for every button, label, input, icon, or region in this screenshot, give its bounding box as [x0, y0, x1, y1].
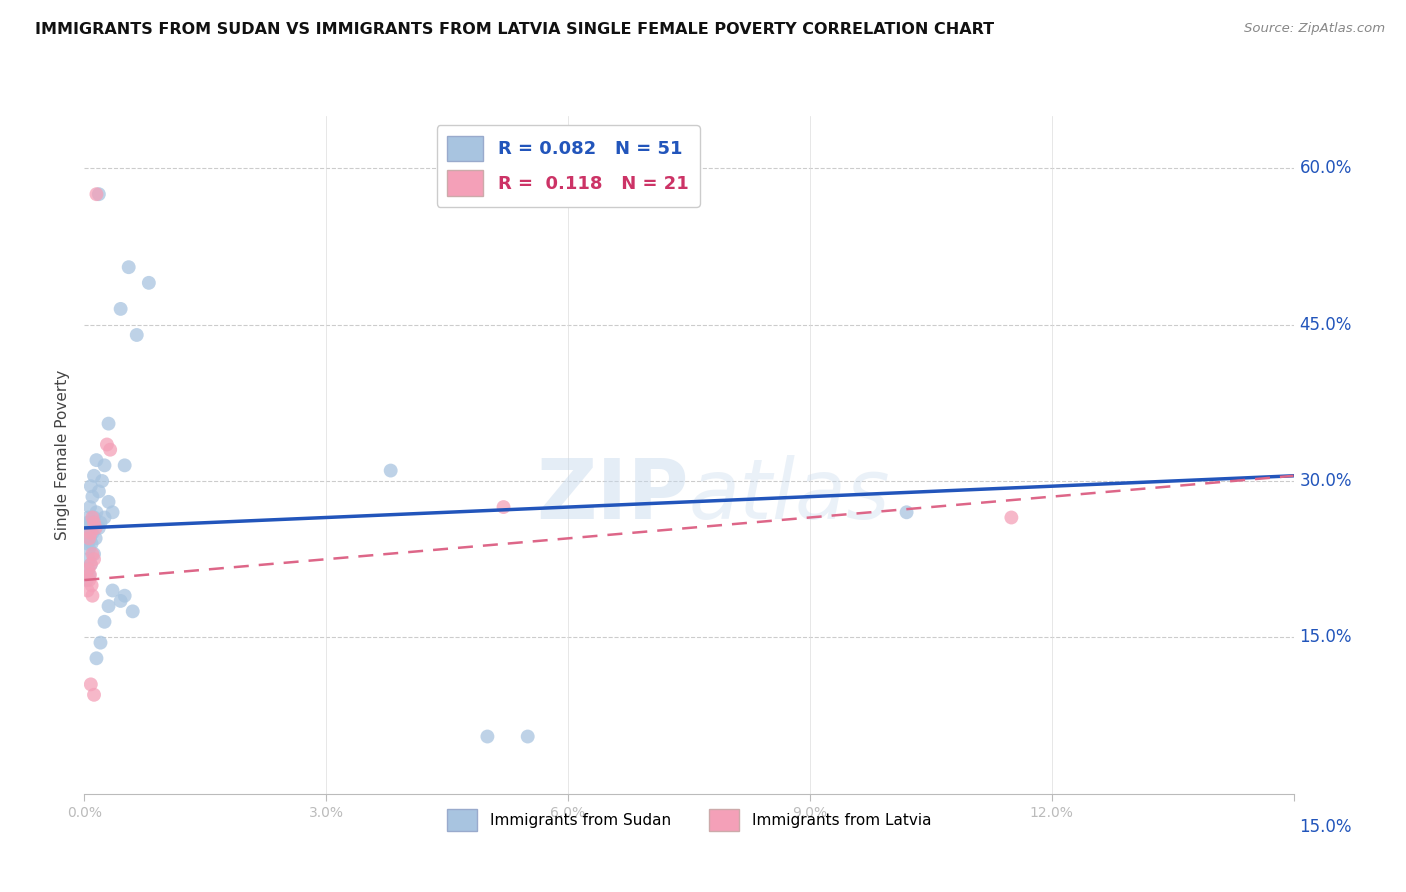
Point [76, 516, 98, 530]
Point [516, 730, 538, 744]
Point [76, 583, 98, 598]
Point [1000, 510, 1022, 524]
Point [82, 490, 104, 504]
Point [110, 301, 132, 316]
Point [83, 510, 105, 524]
Point [477, 730, 499, 744]
Point [82, 547, 104, 561]
Point [86, 187, 108, 202]
Point [93, 510, 115, 524]
Point [93, 458, 115, 473]
Point [76, 526, 98, 541]
Point [86, 651, 108, 665]
Text: 60.0%: 60.0% [1299, 159, 1353, 178]
Point [87, 521, 110, 535]
Point [83, 516, 105, 530]
Point [79, 567, 101, 582]
Text: 30.0%: 30.0% [1299, 472, 1353, 490]
Point [97, 417, 120, 431]
Point [110, 594, 132, 608]
Point [84, 532, 107, 546]
Point [77, 567, 100, 582]
Point [86, 505, 108, 519]
Point [87, 484, 110, 499]
Point [380, 464, 402, 478]
Point [138, 276, 160, 290]
Point [76, 563, 98, 577]
Point [121, 604, 143, 618]
Point [86, 453, 108, 467]
Point [77, 563, 100, 577]
Point [80, 526, 103, 541]
Text: 15.0%: 15.0% [1299, 629, 1353, 647]
Text: ZIP: ZIP [537, 455, 689, 536]
Point [118, 260, 141, 275]
Point [87, 187, 110, 202]
Point [77, 573, 100, 587]
Point [97, 495, 120, 509]
Y-axis label: Single Female Poverty: Single Female Poverty [55, 370, 70, 540]
Point [76, 573, 98, 587]
Point [114, 458, 136, 473]
Point [80, 516, 103, 530]
Point [91, 474, 114, 488]
Point [79, 532, 101, 546]
Point [89, 516, 111, 530]
Point [79, 500, 101, 514]
Point [77, 541, 100, 556]
Legend: Immigrants from Sudan, Immigrants from Latvia: Immigrants from Sudan, Immigrants from L… [440, 803, 938, 837]
Point [80, 677, 103, 691]
Point [77, 552, 100, 566]
Point [96, 437, 118, 451]
Point [93, 615, 115, 629]
Point [97, 599, 120, 614]
Text: Source: ZipAtlas.com: Source: ZipAtlas.com [1244, 22, 1385, 36]
Point [80, 558, 103, 572]
Point [77, 521, 100, 535]
Point [77, 532, 100, 546]
Point [492, 500, 515, 514]
Point [114, 589, 136, 603]
Text: 45.0%: 45.0% [1299, 316, 1353, 334]
Point [77, 510, 100, 524]
Point [896, 505, 918, 519]
Text: 15.0%: 15.0% [1299, 818, 1353, 836]
Point [80, 578, 103, 592]
Point [80, 479, 103, 493]
Point [84, 521, 107, 535]
Point [83, 547, 105, 561]
Point [80, 558, 103, 572]
Point [76, 536, 98, 550]
Point [82, 526, 104, 541]
Point [83, 552, 105, 566]
Point [83, 688, 105, 702]
Point [101, 505, 124, 519]
Point [98, 442, 121, 457]
Point [101, 583, 124, 598]
Point [80, 536, 103, 550]
Text: atlas: atlas [689, 455, 890, 536]
Point [89, 635, 111, 649]
Point [82, 589, 104, 603]
Text: IMMIGRANTS FROM SUDAN VS IMMIGRANTS FROM LATVIA SINGLE FEMALE POVERTY CORRELATIO: IMMIGRANTS FROM SUDAN VS IMMIGRANTS FROM… [35, 22, 994, 37]
Point [82, 510, 104, 524]
Point [125, 328, 148, 343]
Point [83, 468, 105, 483]
